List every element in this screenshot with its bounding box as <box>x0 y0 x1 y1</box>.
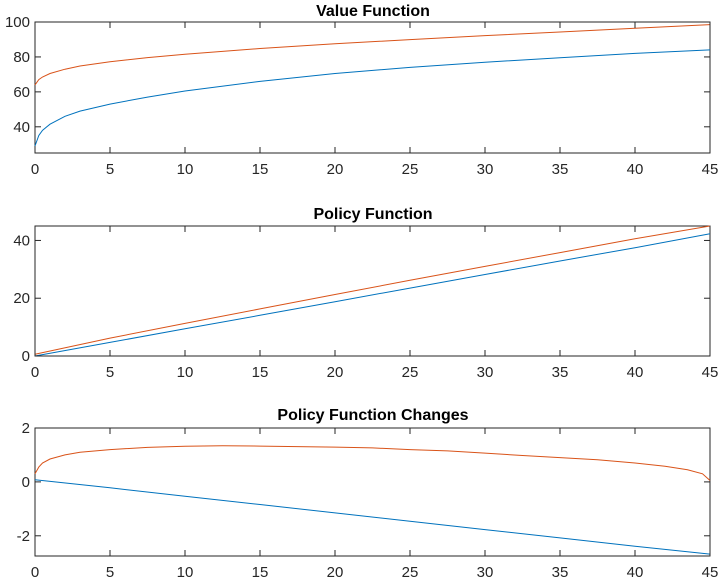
x-tick-label: 40 <box>627 161 644 178</box>
series-layer <box>34 24 711 147</box>
x-tick-label: 45 <box>702 161 719 178</box>
x-tick-label: 0 <box>31 161 39 178</box>
plot-area <box>34 427 711 557</box>
x-tick-label: 45 <box>702 364 719 381</box>
x-tick-label: 35 <box>552 364 569 381</box>
x-tick-label: 10 <box>177 364 194 381</box>
series-line-1 <box>34 445 711 481</box>
chart-title: Value Function <box>316 3 430 20</box>
y-tick-label: 2 <box>22 420 30 437</box>
x-tick-label: 30 <box>477 364 494 381</box>
y-tick-label: 20 <box>13 290 30 307</box>
x-tick-label: 35 <box>552 564 569 581</box>
x-tick-label: 5 <box>106 161 114 178</box>
series-line-1 <box>34 225 711 355</box>
x-tick-label: 20 <box>327 564 344 581</box>
x-tick-label: 20 <box>327 161 344 178</box>
x-tick-label: 30 <box>477 161 494 178</box>
y-tick-label: 100 <box>5 14 30 31</box>
series-line-1 <box>34 24 711 86</box>
series-layer <box>34 445 711 555</box>
y-tick-label: 40 <box>13 119 30 136</box>
x-tick-label: 0 <box>31 564 39 581</box>
series-line-2 <box>34 49 711 147</box>
y-tick-label: 60 <box>13 84 30 101</box>
x-tick-label: 5 <box>106 364 114 381</box>
x-tick-label: 10 <box>177 161 194 178</box>
chart-title: Policy Function <box>313 206 432 223</box>
subplot-policy-function-changes: Policy Function Changes 0 5 10 15 20 25 30 35 40… <box>17 407 719 581</box>
x-tick-label: 15 <box>252 564 269 581</box>
y-tick-label: 0 <box>22 474 30 491</box>
x-tick-label: 40 <box>627 564 644 581</box>
series-line-2 <box>34 233 711 357</box>
x-tick-label: 35 <box>552 161 569 178</box>
x-tick-label: 0 <box>31 364 39 381</box>
x-tick-label: 30 <box>477 564 494 581</box>
subplot-value-function: Value Function 0 5 10 15 20 25 30 35 40 45 40 60 80 1… <box>5 3 718 178</box>
ticks-layer: 0 5 10 15 20 25 30 35 40 45 40 60 80 100 <box>5 14 718 178</box>
x-tick-label: 5 <box>106 564 114 581</box>
x-tick-label: 25 <box>402 364 419 381</box>
ticks-layer: 0 5 10 15 20 25 30 35 40 45 -2 0 2 <box>17 420 719 581</box>
y-tick-label: 80 <box>13 49 30 66</box>
plot-area <box>34 21 711 154</box>
x-tick-label: 45 <box>702 564 719 581</box>
y-tick-label: 0 <box>22 348 30 365</box>
x-tick-label: 15 <box>252 161 269 178</box>
plot-area <box>34 225 711 357</box>
subplot-policy-function: Policy Function 0 5 10 15 20 25 30 35 40 45 0 20 40 <box>13 206 718 381</box>
x-tick-label: 25 <box>402 161 419 178</box>
x-tick-label: 40 <box>627 364 644 381</box>
x-tick-label: 20 <box>327 364 344 381</box>
x-tick-label: 10 <box>177 564 194 581</box>
y-tick-label: -2 <box>17 528 30 545</box>
ticks-layer: 0 5 10 15 20 25 30 35 40 45 0 20 40 <box>13 226 718 381</box>
y-tick-label: 40 <box>13 232 30 249</box>
series-layer <box>34 225 711 357</box>
chart-title: Policy Function Changes <box>277 407 468 424</box>
x-tick-label: 25 <box>402 564 419 581</box>
series-line-2 <box>34 479 711 555</box>
x-tick-label: 15 <box>252 364 269 381</box>
